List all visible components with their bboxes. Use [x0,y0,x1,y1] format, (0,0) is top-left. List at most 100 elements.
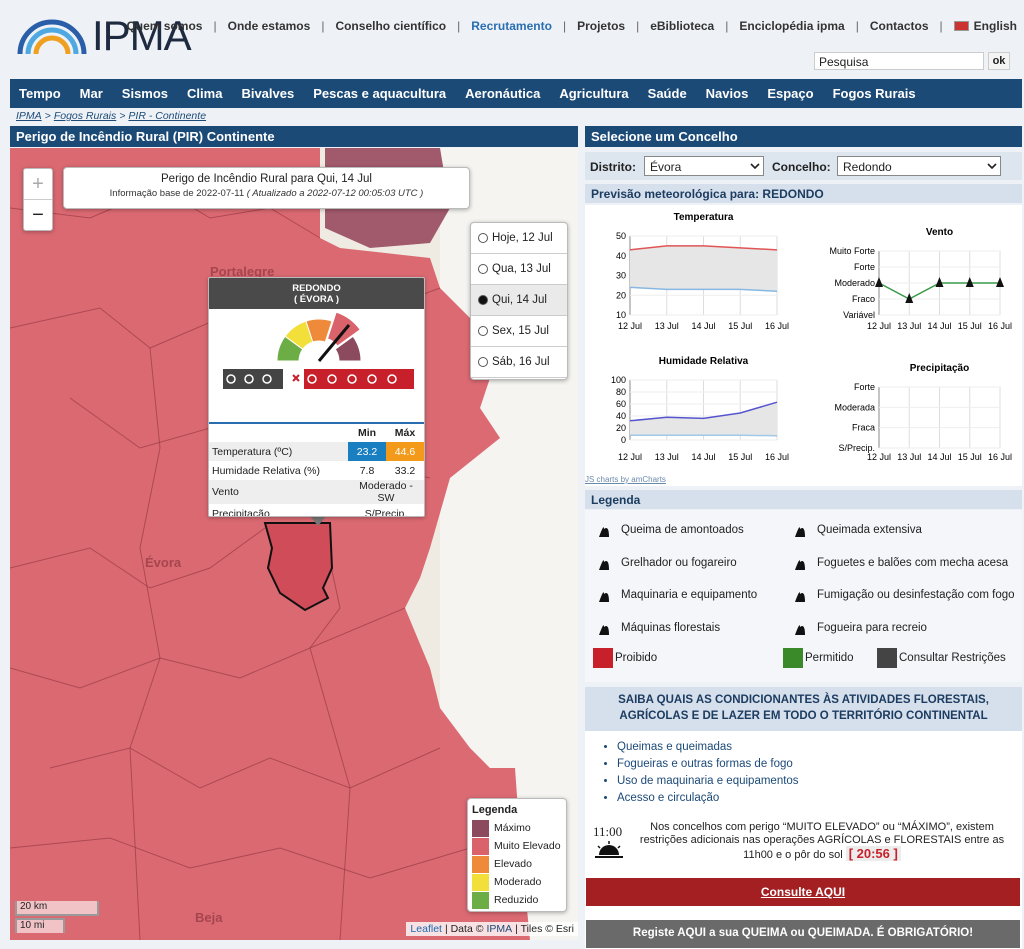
map-legend: Legenda Máximo Muito Elevado Elevado Modera… [467,798,567,912]
y-tick-label: Fraco [852,294,875,304]
status-label: Consultar Restrições [899,652,1006,664]
info-item[interactable]: Queimas e queimadas [617,741,799,753]
menu-item[interactable]: Tempo [19,86,61,101]
attribution-text: | Data © [444,923,484,935]
top-link[interactable]: Recrutamento [471,19,552,33]
radio [478,357,488,367]
info-item[interactable]: Fogueiras e outras formas de fogo [617,758,799,770]
chart-credit[interactable]: JS charts by amCharts [585,475,1022,486]
top-link[interactable]: Contactos [869,19,929,33]
x-tick-label: 16 Jul [765,452,789,462]
crumb[interactable]: Fogos Rurais [53,110,117,122]
search-button[interactable]: ok [988,52,1010,70]
x-tick-label: 16 Jul [988,452,1012,462]
day-option[interactable]: Hoje, 12 Jul [471,223,567,254]
info-item[interactable]: Uso de maquinaria e equipamentos [617,775,799,787]
y-tick-label: Fraca [852,423,875,433]
wind-arrow [905,293,914,303]
top-link[interactable]: eBiblioteca [650,19,715,33]
day-option[interactable]: Qua, 13 Jul [471,254,567,285]
icon-shape [792,624,808,637]
status-swatch [877,648,897,668]
activity-icon [792,527,808,539]
x-tick-label: 16 Jul [988,321,1012,331]
top-link[interactable]: Conselho científico [335,19,447,33]
activity-icon [792,592,808,604]
district-select[interactable]: Évora [644,156,764,176]
menu-item[interactable]: Saúde [647,86,687,101]
chart-title: Humidade Relativa [659,356,749,367]
activity-icon [792,559,808,572]
zoom-in[interactable]: + [24,169,52,200]
activity-icon [387,374,397,384]
menu-item[interactable]: Bivalves [241,86,295,101]
y-tick-label: 100 [611,375,626,385]
y-tick-label: 0 [621,435,626,445]
language-link[interactable]: English [973,19,1017,33]
menu-item[interactable]: Pescas e aquacultura [313,86,447,101]
activity-label: Queima de amontoados [621,524,744,536]
x-tick-label: 12 Jul [867,452,891,462]
place-label: Beja [195,910,223,925]
info-heading: SAIBA QUAIS AS CONDICIONANTES ÀS ATIVIDA… [585,687,1022,731]
legend-label: Moderado [494,876,542,888]
activity-label: Maquinaria e equipamento [621,589,758,601]
x-tick-label: 12 Jul [618,321,642,331]
popup-pointer [310,516,326,526]
legend-item: Elevado [472,855,562,873]
wind-arrow [935,277,944,287]
search-box[interactable]: Pesquisa [814,52,984,70]
top-link[interactable]: Enciclopédia ipma [739,19,845,33]
menu-item[interactable]: Agricultura [559,86,629,101]
row-label: Precipitação [212,507,270,517]
crumb[interactable]: PIR - Continente [128,110,207,122]
chart-title: Vento [926,227,953,238]
menu-item[interactable]: Espaço [767,86,814,101]
selected-council[interactable] [263,522,334,612]
legend-item: Moderado [472,873,562,891]
scale-km: 20 km [15,901,99,916]
day-option[interactable]: Qui, 14 Jul [471,285,567,316]
info-item[interactable]: Acesso e circulação [617,792,799,804]
register-button[interactable]: Registe AQUI a sua QUEIMA ou QUEIMADA. É… [586,920,1020,948]
clock: 11:00 [593,824,623,839]
cell: 7.8 [359,464,375,477]
x-tick-label: 15 Jul [728,452,752,462]
legend-label: Máximo [494,822,531,834]
zoom-out[interactable]: − [32,204,44,226]
menu-item[interactable]: Sismos [121,86,169,101]
info-box: Perigo de Incêndio Rural para Qui, 14 Ju… [63,167,470,209]
gauge-needle [317,324,351,362]
menu-item[interactable]: Fogos Rurais [832,86,916,101]
legend-swatch [472,891,489,909]
crumb[interactable]: IPMA [16,110,42,122]
icon-shape [792,527,808,539]
council-select[interactable]: Redondo [837,156,1001,176]
flag-icon [953,21,969,31]
menu-item[interactable]: Mar [79,86,103,101]
row-label: Humidade Relativa (%) [212,464,320,477]
menu-item[interactable]: Navios [705,86,749,101]
activity-label: Máquinas florestais [621,621,721,634]
attribution: Leaflet | Data © IPMA | Tiles © Esri [406,922,578,936]
menu-item[interactable]: Clima [187,86,223,101]
cell: S/Precip. [364,507,408,517]
activity-icon [596,592,612,604]
icon-shape [596,559,612,572]
consult-button[interactable]: Consulte AQUI [586,878,1020,906]
top-link[interactable]: Projetos [577,19,626,33]
top-link[interactable]: Quem somos [126,19,203,33]
menu-item[interactable]: Aeronáutica [465,86,541,101]
attribution-link[interactable]: Leaflet [410,923,442,935]
chevron [750,163,760,169]
info-title: Perigo de Incêndio Rural para Qui, 14 Ju… [161,173,372,185]
top-link[interactable]: Onde estamos [227,19,311,33]
activity-label: Grelhador ou fogareiro [621,556,737,569]
right-title: Selecione um Concelho [585,126,1022,147]
day-option[interactable]: Sex, 15 Jul [471,316,567,347]
day-option[interactable]: Sáb, 16 Jul [471,347,567,378]
day-label: Qua, 13 Jul [492,263,551,275]
separator: | [321,19,325,33]
select-row: Distrito: Évora Concelho: Redondo [585,152,1022,180]
